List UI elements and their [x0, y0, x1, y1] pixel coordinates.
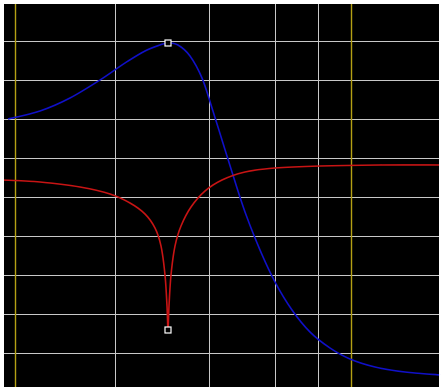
plot-frame: [3, 3, 440, 388]
notch-marker-handle[interactable]: [164, 326, 172, 334]
notch-curve: [2, 164, 441, 331]
magnitude-curve: [7, 42, 441, 376]
grid: [3, 3, 440, 388]
marker-lines: [14, 3, 353, 388]
plot-background: [3, 3, 440, 388]
peak-marker-handle[interactable]: [164, 39, 172, 47]
